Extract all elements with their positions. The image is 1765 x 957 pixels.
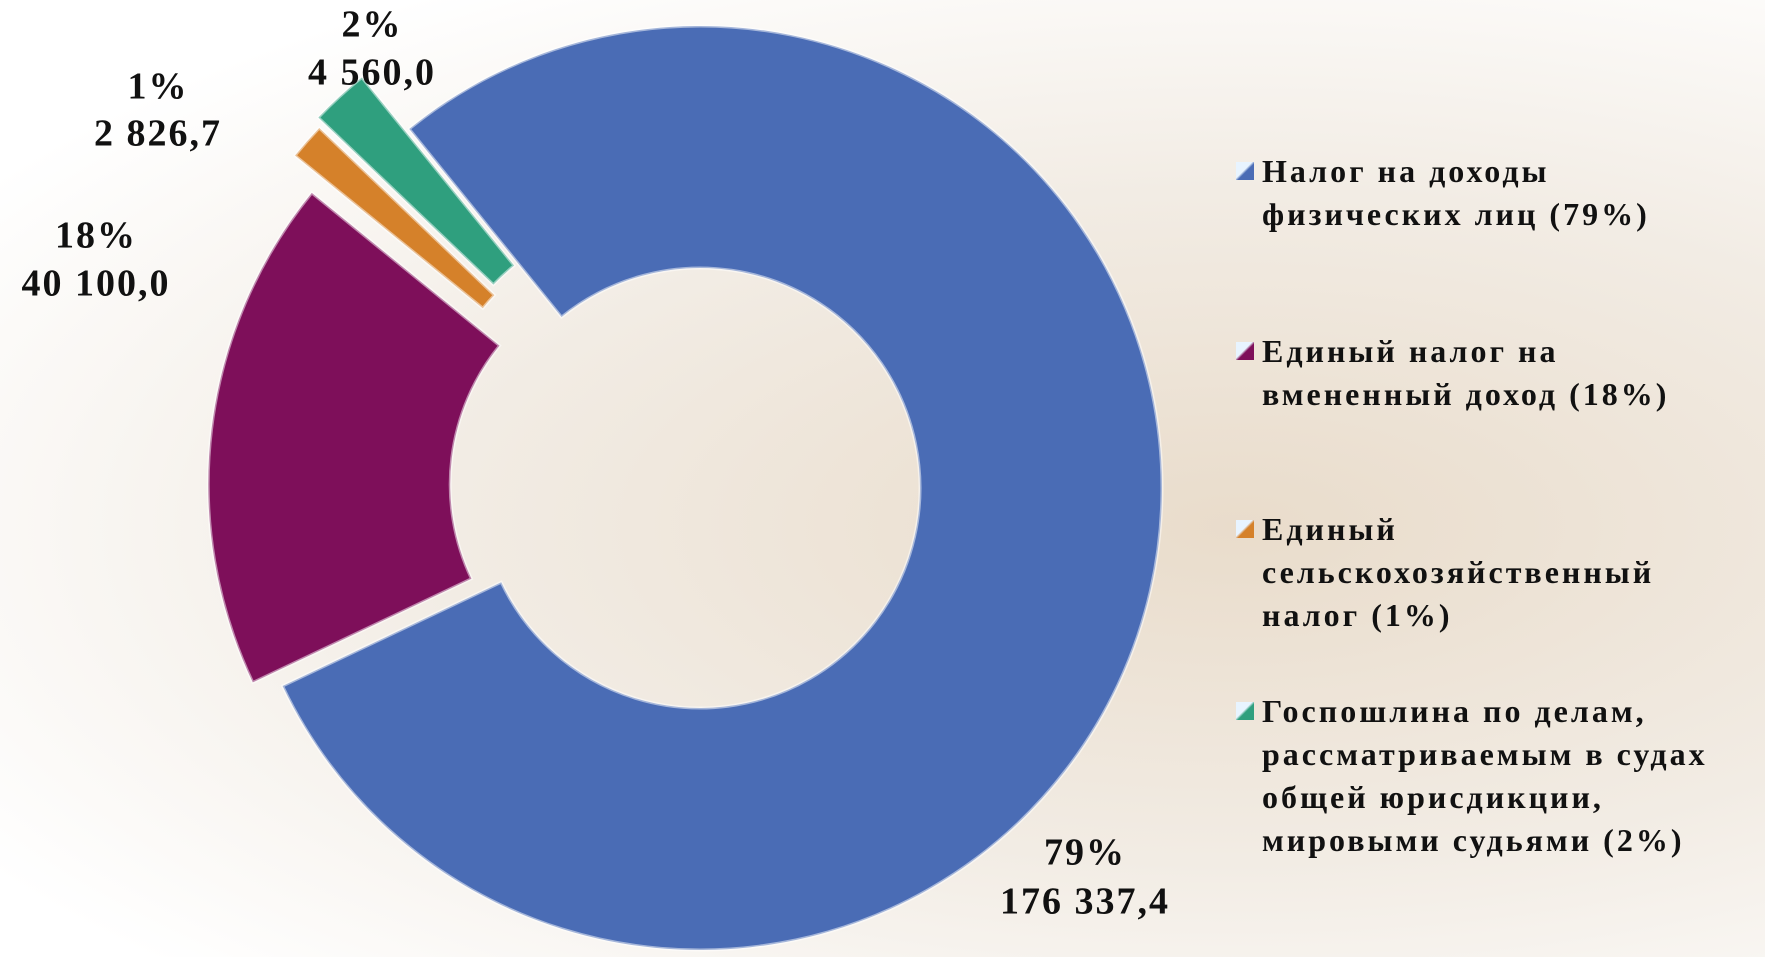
percent-label: 1% bbox=[128, 66, 189, 108]
legend-label: Госпошлина по делам, рассматриваемым в с… bbox=[1262, 690, 1756, 862]
legend-item: Налог на доходы физических лиц (79%) bbox=[1236, 150, 1756, 236]
percent-label: 2% bbox=[342, 4, 403, 46]
legend-marker bbox=[1236, 520, 1254, 538]
legend-item: Единый сельскохозяйственный налог (1%) bbox=[1236, 508, 1756, 637]
legend-marker bbox=[1236, 162, 1254, 180]
percent-label: 18% bbox=[55, 215, 137, 257]
page: 79% 176 337,4 18% 40 100,0 1% 2 826,7 2% 4 560,… bbox=[0, 0, 1765, 957]
legend-item: Единый налог на вмененный доход (18%) bbox=[1236, 330, 1756, 416]
value-label: 40 100,0 bbox=[22, 263, 171, 305]
percent-label: 79% bbox=[1044, 832, 1126, 874]
legend-label: Единый налог на вмененный доход (18%) bbox=[1262, 330, 1756, 416]
value-label: 176 337,4 bbox=[1000, 881, 1170, 923]
legend-label: Налог на доходы физических лиц (79%) bbox=[1262, 150, 1756, 236]
value-label: 2 826,7 bbox=[94, 113, 222, 155]
legend-item: Госпошлина по делам, рассматриваемым в с… bbox=[1236, 690, 1756, 862]
value-label: 4 560,0 bbox=[308, 52, 436, 94]
legend-label: Единый сельскохозяйственный налог (1%) bbox=[1262, 508, 1756, 637]
legend-marker bbox=[1236, 342, 1254, 360]
legend-marker bbox=[1236, 702, 1254, 720]
